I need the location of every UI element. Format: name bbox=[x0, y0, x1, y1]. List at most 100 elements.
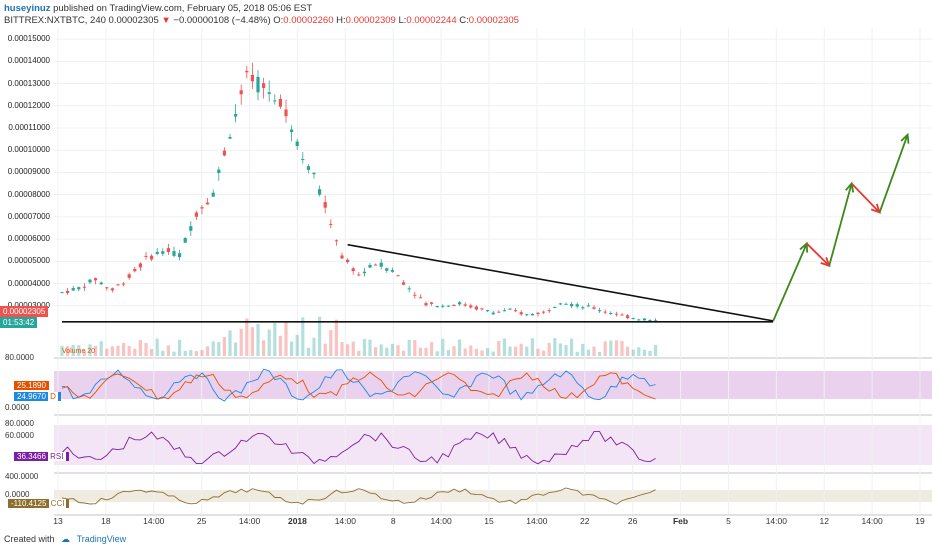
volume-bar bbox=[463, 348, 467, 356]
volume-bar bbox=[542, 350, 546, 356]
x-tick-label: 18 bbox=[101, 516, 111, 526]
candle-body bbox=[603, 311, 607, 313]
candle-body bbox=[133, 268, 137, 272]
price-chart[interactable] bbox=[54, 28, 932, 528]
volume-bar bbox=[278, 335, 282, 356]
candle-body bbox=[172, 251, 176, 256]
x-tick-label: 22 bbox=[580, 516, 590, 526]
volume-bar bbox=[446, 349, 450, 356]
volume-bar bbox=[155, 338, 159, 356]
candle-body bbox=[127, 274, 131, 278]
candle-body bbox=[200, 207, 204, 209]
candle-body bbox=[329, 223, 333, 225]
volume-bar bbox=[357, 350, 361, 356]
candle-body bbox=[558, 303, 562, 305]
candle-body bbox=[239, 90, 243, 95]
open-label: O: bbox=[273, 15, 284, 26]
volume-bar bbox=[458, 339, 462, 356]
close-value: 0.00002305 bbox=[468, 15, 519, 26]
candle-body bbox=[614, 313, 618, 315]
volume-bar bbox=[323, 343, 327, 356]
publish-info: published on TradingView.com, February 0… bbox=[50, 3, 313, 14]
candle-body bbox=[525, 314, 529, 316]
candle-body bbox=[71, 288, 75, 291]
volume-bar bbox=[228, 330, 232, 356]
candle-body bbox=[502, 310, 506, 312]
volume-bar bbox=[71, 345, 75, 356]
volume-bar bbox=[273, 322, 277, 356]
volume-bar bbox=[508, 346, 512, 356]
candle-body bbox=[161, 251, 165, 254]
x-tick-label: 14:00 bbox=[526, 516, 548, 526]
volume-bar bbox=[245, 318, 249, 356]
volume-bar bbox=[312, 337, 316, 356]
candle-body bbox=[642, 318, 646, 321]
tradingview-brand[interactable]: TradingView bbox=[76, 534, 127, 544]
volume-bar bbox=[514, 346, 518, 356]
candle-body bbox=[262, 83, 266, 88]
candle-body bbox=[155, 251, 159, 254]
x-tick-label: 2018 bbox=[287, 516, 307, 526]
volume-bar bbox=[564, 345, 568, 356]
candle-body bbox=[407, 288, 411, 290]
volume-bar bbox=[166, 345, 170, 356]
projection-segment bbox=[850, 182, 881, 214]
rsi-line bbox=[61, 431, 656, 465]
tradingview-logo-icon[interactable]: ☁ bbox=[61, 534, 71, 544]
volume-bar bbox=[82, 350, 86, 356]
volume-bar bbox=[626, 346, 630, 356]
volume-bar bbox=[267, 329, 271, 356]
candle-body bbox=[150, 255, 154, 260]
time-axis[interactable]: 13 18 14:00 25 14:00 2018 14:00 8 14:00 15 14:00 22… bbox=[53, 516, 932, 530]
volume-bar bbox=[234, 342, 238, 356]
volume-bar bbox=[631, 349, 635, 356]
projection-segment bbox=[772, 243, 808, 322]
candle-body bbox=[357, 274, 361, 276]
cci-tick-400: 400.0000 bbox=[5, 472, 39, 481]
volume-bar bbox=[530, 338, 534, 356]
volume-bar bbox=[553, 338, 557, 356]
y-tick-label: 0.00015000 bbox=[7, 34, 50, 44]
price-axis[interactable]: 0.00015000 0.00014000 0.00013000 0.00012000… bbox=[0, 28, 54, 528]
high-label: H: bbox=[336, 15, 346, 26]
trendline-descending-resistance bbox=[347, 243, 774, 322]
volume-bar bbox=[637, 347, 641, 356]
x-tick-label: 25 bbox=[196, 516, 207, 526]
candle-body bbox=[318, 189, 322, 195]
stoch-tick-80: 80.0000 bbox=[5, 353, 34, 362]
candle-body bbox=[284, 109, 288, 117]
candle-body bbox=[598, 310, 602, 312]
candle-body bbox=[575, 304, 579, 307]
volume-bar bbox=[351, 341, 355, 356]
candle-body bbox=[194, 212, 198, 217]
x-tick-label: 26 bbox=[627, 516, 638, 526]
candle-body bbox=[189, 226, 193, 231]
stoch-k-value: 25.1890 bbox=[14, 381, 49, 390]
volume-bar bbox=[217, 341, 221, 356]
candle-body bbox=[463, 304, 467, 306]
candle-body bbox=[340, 255, 344, 259]
y-tick-label: 0.00005000 bbox=[7, 256, 50, 266]
volume-bar bbox=[486, 348, 490, 356]
x-tick-label: 14:00 bbox=[143, 516, 165, 526]
candle-body bbox=[519, 312, 523, 315]
price-pane bbox=[54, 28, 932, 356]
author-name[interactable]: huseyinuz bbox=[4, 3, 51, 14]
x-tick-label: 14:00 bbox=[430, 516, 452, 526]
volume-bar bbox=[525, 346, 529, 356]
x-tick-label: 8 bbox=[390, 516, 396, 526]
stoch-d-value: 24.9670 D bbox=[14, 392, 61, 401]
candle-body bbox=[441, 305, 445, 307]
low-value: 0.00002244 bbox=[406, 15, 457, 26]
rsi-band bbox=[54, 425, 932, 465]
candle-body bbox=[217, 169, 221, 174]
volume-bar bbox=[558, 343, 562, 356]
volume-bar bbox=[150, 348, 154, 356]
candle-body bbox=[323, 202, 327, 208]
candle-body bbox=[452, 304, 456, 306]
volume-bar bbox=[374, 347, 378, 356]
candle-body bbox=[290, 129, 294, 132]
y-tick-label: 0.00008000 bbox=[7, 189, 50, 199]
candle-body bbox=[631, 318, 635, 320]
down-triangle-icon: ▼ bbox=[161, 15, 171, 26]
